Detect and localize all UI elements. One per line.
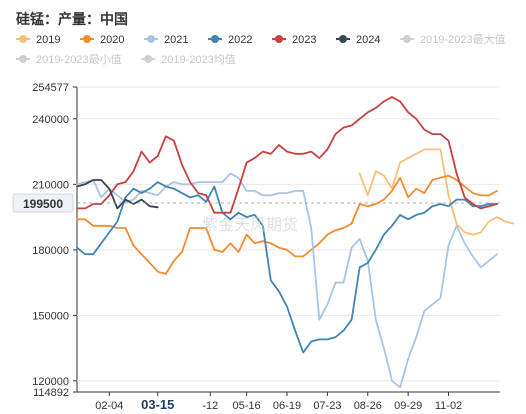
legend-swatch-dot <box>339 35 347 43</box>
x-tick-label: 09-29 <box>394 400 422 412</box>
axis-pointer-badge <box>12 193 74 213</box>
legend-swatch-dot <box>275 35 283 43</box>
axis-pointer-value: 199500 <box>23 197 63 211</box>
legend-item[interactable]: 2021 <box>144 34 188 46</box>
legend-label: 2023 <box>292 34 316 46</box>
legend-item[interactable]: 2023 <box>272 34 316 46</box>
series-group <box>76 96 515 389</box>
legend-item[interactable]: 2019-2023最小值 <box>16 53 122 66</box>
legend-swatch-dot <box>147 35 155 43</box>
x-tick-label: 02-04 <box>95 400 123 412</box>
legend-label: 2019 <box>36 34 60 46</box>
series-line-2022 <box>76 181 498 354</box>
legend-label: 2020 <box>100 34 124 46</box>
chart-title: 硅锰：产量：中国 <box>16 11 128 28</box>
series-line-2019 <box>358 148 515 236</box>
y-tick-label: 240000 <box>32 114 69 126</box>
legend-item[interactable]: 2022 <box>208 34 252 46</box>
legend-swatch-dot <box>144 55 153 63</box>
legend-label: 2019-2023均值 <box>161 53 236 66</box>
axis-pointer-x-label: 03-15 <box>141 397 174 412</box>
y-tick-label: 210000 <box>32 179 69 191</box>
y-tick-label: 114892 <box>33 387 69 399</box>
legend-label: 2021 <box>164 34 188 46</box>
legend-label: 2024 <box>356 34 380 46</box>
legend-swatch-dot <box>19 35 27 43</box>
y-tick-label: 180000 <box>32 245 69 257</box>
legend-label: 2019-2023最大值 <box>420 32 506 46</box>
series-line-2024 <box>76 179 159 210</box>
x-tick-label: 08-26 <box>354 400 382 412</box>
legend-item[interactable]: 2020 <box>80 34 124 46</box>
x-tick-label: 11-02 <box>435 400 462 412</box>
legend-item[interactable]: 2019-2023均值 <box>141 53 236 66</box>
legend-item[interactable]: 2019 <box>16 34 60 46</box>
y-tick-label: 150000 <box>32 310 69 322</box>
legend-swatch-dot <box>83 35 91 43</box>
legend: 2019 2020 2021 2022 2023 2024 2019-2023最大值 2019… <box>16 32 506 66</box>
series-line-2020 <box>76 174 498 275</box>
y-tick-label: 120000 <box>32 376 69 388</box>
y-axis-ticks: 254577 240000 210000 180000 150000 1200001148… <box>32 82 77 399</box>
x-tick-label: 06-19 <box>273 400 301 412</box>
x-tick-label: -12 <box>202 400 218 412</box>
legend-swatch-dot <box>403 35 411 43</box>
x-axis-ticks: 02-04 03-15 -12 05-16 06-19 07-23 08-26 09-29 11… <box>95 392 462 412</box>
legend-item[interactable]: 2019-2023最大值 <box>400 32 506 46</box>
legend-swatch-dot <box>19 55 27 63</box>
x-tick-label: 05-16 <box>233 400 261 412</box>
legend-item[interactable]: 2024 <box>336 34 380 46</box>
legend-label: 2022 <box>228 34 252 46</box>
y-tick-label: 254577 <box>32 82 69 94</box>
legend-swatch-dot <box>211 35 219 43</box>
x-tick-label: 07-23 <box>313 400 341 412</box>
watermark: 紫金天风期货 <box>202 215 298 234</box>
legend-label: 2019-2023最小值 <box>36 53 122 66</box>
series-line-2021 <box>76 172 498 389</box>
series-line-2023 <box>76 96 498 214</box>
